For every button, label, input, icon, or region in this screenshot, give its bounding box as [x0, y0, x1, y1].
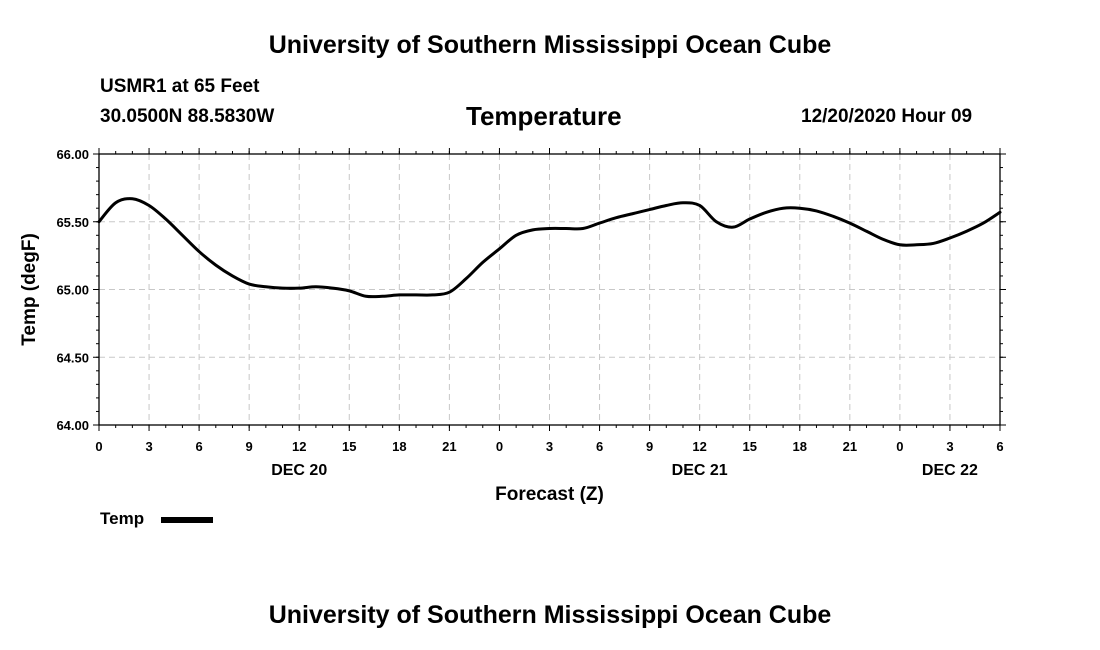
data-point — [498, 247, 501, 251]
data-point — [748, 217, 751, 221]
data-point — [231, 274, 234, 278]
data-point — [948, 236, 952, 240]
data-point — [531, 228, 535, 232]
data-point — [381, 295, 384, 298]
y-tick-label: 66.00 — [56, 147, 89, 162]
x-tick-label: 3 — [546, 439, 553, 454]
x-tick-label: 12 — [692, 439, 706, 454]
data-point — [247, 282, 251, 286]
y-tick-label: 65.00 — [56, 283, 89, 298]
x-tick-label: 18 — [793, 439, 807, 454]
date-label: DEC 20 — [271, 462, 327, 479]
legend-line-swatch — [161, 517, 213, 523]
data-point — [865, 230, 868, 233]
y-tick-label: 64.00 — [56, 418, 89, 433]
data-point — [147, 204, 151, 207]
plot-frame — [98, 153, 1001, 426]
data-point — [181, 234, 184, 237]
data-point — [681, 201, 685, 204]
data-point — [648, 208, 651, 211]
data-point — [331, 286, 334, 290]
valid-time-label: 12/20/2020 Hour 09 — [801, 106, 973, 127]
station-coordinates: 30.0500N 88.5830W — [100, 106, 275, 127]
data-point — [615, 216, 618, 219]
data-point — [665, 204, 668, 207]
data-point — [298, 286, 301, 290]
data-point — [581, 227, 585, 230]
x-tick-label: 3 — [145, 439, 152, 454]
data-point — [164, 217, 167, 221]
x-tick-label: 6 — [596, 439, 603, 454]
data-point — [114, 201, 117, 204]
data-point — [932, 242, 935, 245]
data-point — [898, 243, 902, 246]
data-point — [982, 221, 985, 225]
x-tick-label: 9 — [646, 439, 653, 454]
legend-label: Temp — [100, 509, 145, 528]
data-point — [815, 209, 818, 213]
date-label: DEC 22 — [922, 462, 978, 479]
data-point — [264, 285, 268, 288]
data-point — [631, 212, 635, 215]
data-point — [197, 250, 201, 253]
data-point — [564, 227, 568, 230]
x-tick-label: 21 — [843, 439, 857, 454]
x-tick-label: 0 — [496, 439, 503, 454]
x-tick-label: 9 — [246, 439, 253, 454]
footer-title: University of Southern Mississippi Ocean… — [268, 601, 832, 629]
data-point — [882, 238, 885, 241]
x-axis-title: Forecast (Z) — [495, 484, 604, 505]
data-point — [97, 220, 101, 223]
data-point — [414, 293, 418, 297]
data-point — [798, 207, 801, 210]
x-tick-label: 6 — [996, 439, 1003, 454]
data-point — [448, 291, 451, 294]
variable-title: Temperature — [466, 101, 622, 131]
data-point — [431, 293, 434, 297]
data-point — [998, 211, 1002, 214]
data-point — [765, 211, 768, 214]
data-point — [915, 243, 918, 246]
y-tick-label: 65.50 — [56, 215, 89, 230]
station-label: USMR1 at 65 Feet — [100, 76, 260, 97]
data-point — [364, 295, 368, 298]
x-tick-label: 6 — [195, 439, 202, 454]
x-tick-label: 12 — [292, 439, 306, 454]
data-point — [831, 215, 835, 218]
x-tick-label: 18 — [392, 439, 406, 454]
data-point — [398, 293, 401, 297]
data-point — [781, 207, 785, 210]
data-point — [214, 263, 217, 267]
data-point — [348, 289, 351, 293]
x-tick-label: 0 — [896, 439, 903, 454]
data-point — [731, 225, 735, 229]
data-point — [314, 285, 318, 288]
data-point — [464, 277, 468, 280]
x-tick-label: 15 — [342, 439, 356, 454]
x-tick-label: 3 — [946, 439, 953, 454]
data-point — [131, 197, 134, 200]
data-point — [848, 221, 852, 225]
x-tick-label: 15 — [742, 439, 756, 454]
data-point — [514, 234, 518, 237]
data-point — [548, 227, 551, 230]
data-point — [598, 221, 601, 225]
data-point — [715, 220, 718, 223]
y-axis-title: Temp (degF) — [19, 233, 40, 346]
date-label: DEC 21 — [672, 462, 728, 479]
x-tick-label: 0 — [95, 439, 102, 454]
data-point — [698, 204, 701, 207]
data-point — [281, 286, 284, 290]
y-tick-label: 64.50 — [56, 350, 89, 365]
chart-main-title: University of Southern Mississippi Ocean… — [268, 31, 832, 59]
x-tick-label: 21 — [442, 439, 456, 454]
data-point — [965, 230, 968, 233]
data-point — [481, 261, 484, 264]
